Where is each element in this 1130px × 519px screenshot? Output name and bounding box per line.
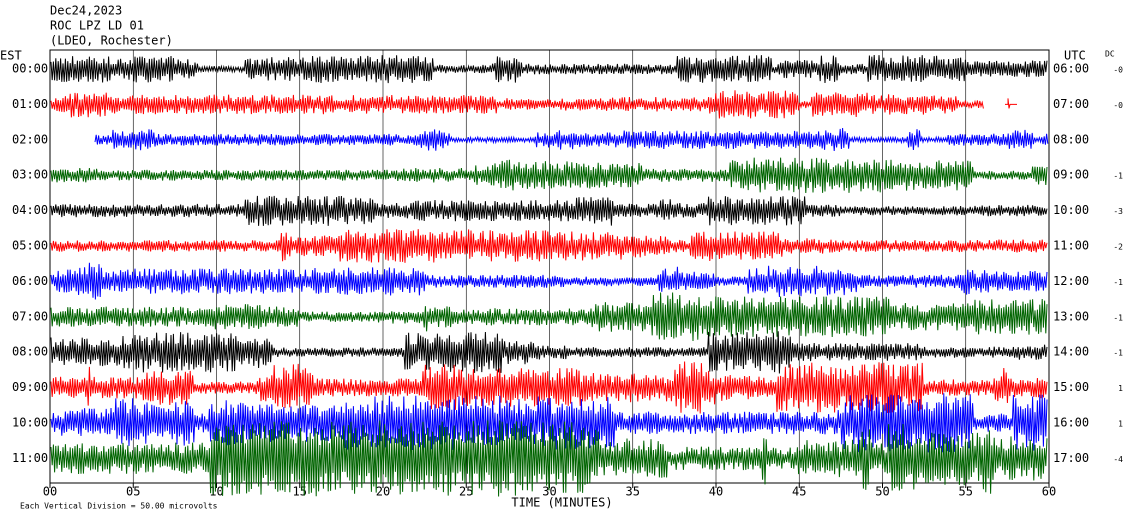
dc-offset: -4	[1113, 455, 1123, 464]
est-time: 02:00	[12, 132, 48, 146]
x-tick-label: 60	[1042, 485, 1056, 499]
utc-label: UTC	[1064, 49, 1086, 63]
est-time: 03:00	[12, 168, 48, 182]
est-label: EST	[0, 49, 22, 63]
date: Dec24,2023	[50, 4, 122, 18]
utc-time: 13:00	[1053, 309, 1089, 323]
dc-offset: -1	[1113, 313, 1123, 322]
x-tick-label: 00	[43, 485, 57, 499]
location: (LDEO, Rochester)	[50, 34, 173, 48]
utc-time: 09:00	[1053, 168, 1089, 182]
dc-offset: -0	[1113, 101, 1123, 110]
station: ROC LPZ LD 01	[50, 19, 144, 33]
est-time: 08:00	[12, 345, 48, 359]
x-tick-label: 25	[459, 485, 473, 499]
x-tick-label: 45	[792, 485, 806, 499]
trace	[50, 393, 1048, 453]
utc-time: 16:00	[1053, 416, 1089, 430]
dc-offset: -1	[1113, 278, 1123, 287]
trace	[50, 195, 1048, 226]
x-tick-label: 55	[959, 485, 973, 499]
x-tick-label: 50	[875, 485, 889, 499]
est-time: 11:00	[12, 451, 48, 465]
x-tick-label: 30	[542, 485, 556, 499]
trace	[50, 292, 1048, 342]
utc-time: 06:00	[1053, 62, 1089, 76]
est-time: 09:00	[12, 380, 48, 394]
est-time: 06:00	[12, 274, 48, 288]
trace	[50, 229, 1048, 263]
trace	[1005, 98, 1017, 109]
x-tick-label: 20	[376, 485, 390, 499]
dc-offset: 1	[1118, 420, 1123, 429]
utc-time: 14:00	[1053, 345, 1089, 359]
dc-offset: -2	[1113, 243, 1123, 252]
est-time: 10:00	[12, 416, 48, 430]
est-time: 05:00	[12, 239, 48, 253]
utc-time: 10:00	[1053, 203, 1089, 217]
x-tick-label: 35	[626, 485, 640, 499]
x-tick-label: 40	[709, 485, 723, 499]
footer: Each Vertical Division = 50.00 microvolt…	[20, 502, 218, 511]
utc-time: 15:00	[1053, 380, 1089, 394]
dc-offset: 1	[1118, 384, 1123, 393]
trace	[50, 420, 1048, 497]
trace	[50, 157, 1048, 194]
trace	[94, 127, 1049, 152]
dc-label: DC	[1105, 50, 1115, 59]
trace	[50, 361, 1048, 414]
est-time: 07:00	[12, 309, 48, 323]
dc-offset: -0	[1113, 66, 1123, 75]
trace	[50, 54, 1048, 84]
dc-offset: -1	[1113, 172, 1123, 181]
dc-offset: -1	[1113, 349, 1123, 358]
x-tick-label: 10	[209, 485, 223, 499]
trace	[50, 262, 1048, 300]
utc-time: 11:00	[1053, 239, 1089, 253]
est-time: 00:00	[12, 62, 48, 76]
dc-offset: -3	[1113, 207, 1123, 216]
est-time: 04:00	[12, 203, 48, 217]
est-time: 01:00	[12, 97, 48, 111]
x-axis-title: TIME (MINUTES)	[511, 496, 612, 510]
utc-time: 12:00	[1053, 274, 1089, 288]
utc-time: 07:00	[1053, 97, 1089, 111]
utc-time: 08:00	[1053, 132, 1089, 146]
utc-time: 17:00	[1053, 451, 1089, 465]
x-tick-label: 15	[293, 485, 307, 499]
trace	[50, 331, 1048, 374]
trace	[50, 90, 984, 119]
x-tick-label: 05	[126, 485, 140, 499]
